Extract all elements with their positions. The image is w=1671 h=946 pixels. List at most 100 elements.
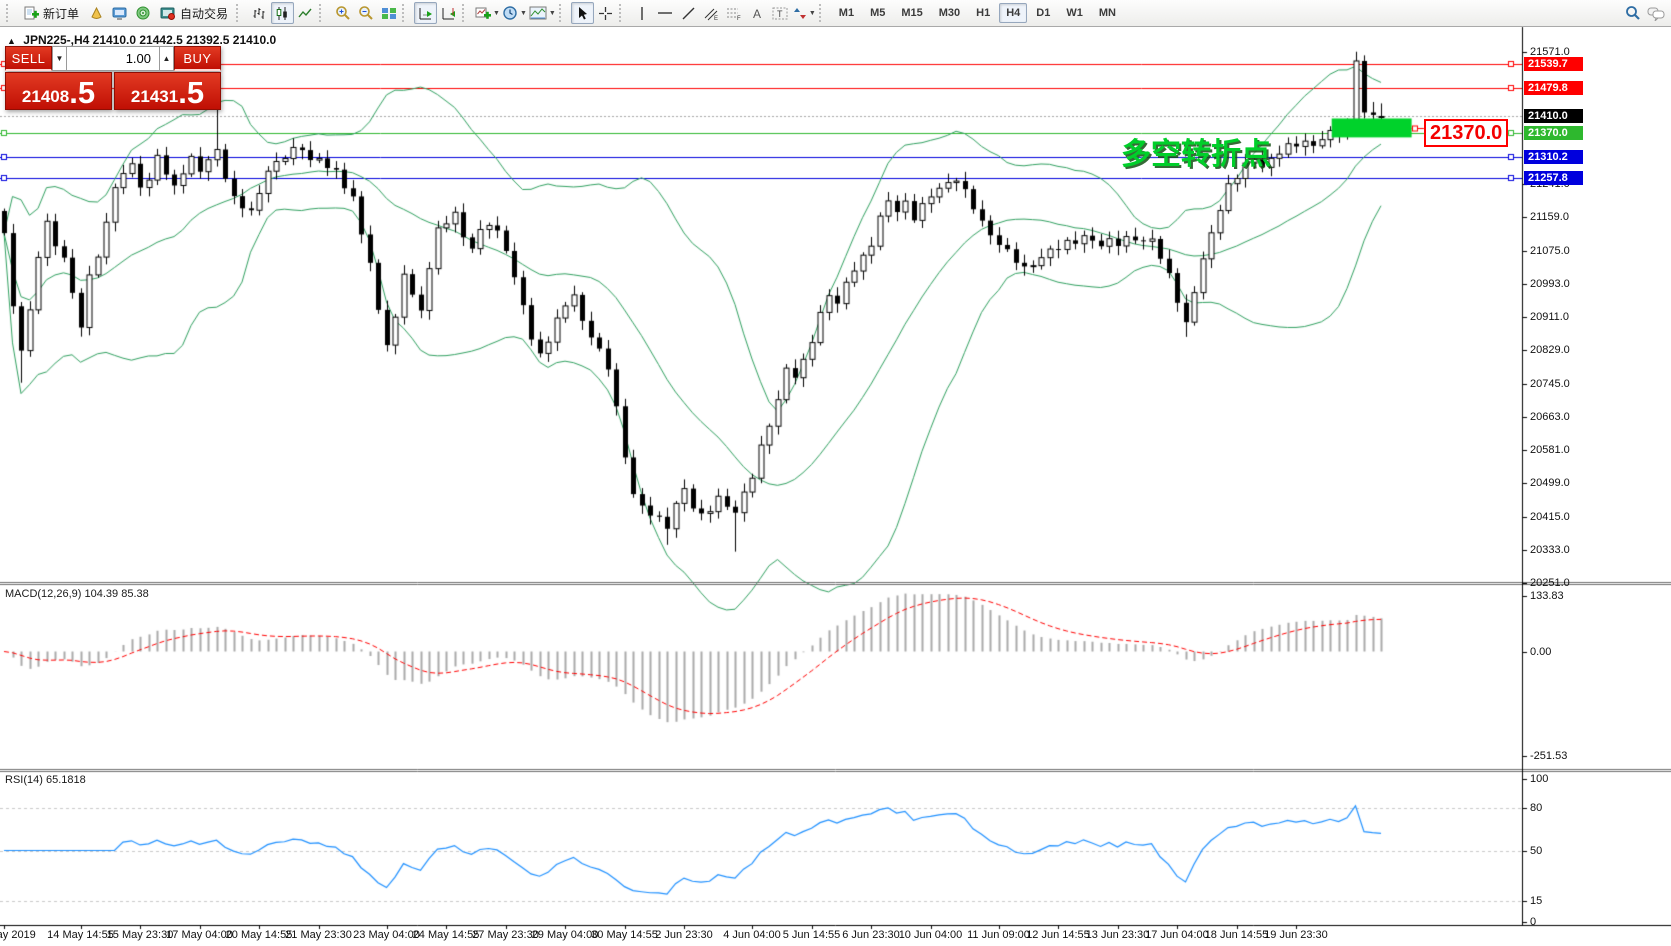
zoom-in-icon (335, 5, 351, 21)
line-chart-button[interactable] (294, 2, 317, 24)
timeframe-h4-button[interactable]: H4 (999, 3, 1028, 23)
timeframe-m30-button[interactable]: M30 (938, 7, 961, 19)
price-callout-label[interactable]: 21370.0 (1424, 119, 1509, 147)
toolbar-grip[interactable] (818, 4, 827, 22)
line-chart-icon (298, 6, 313, 21)
zoom-out-button[interactable] (354, 2, 377, 24)
chart-ohlc-values: 21410.0 21442.5 21392.5 21410.0 (92, 33, 277, 47)
cursor-button[interactable] (570, 2, 594, 24)
timeframe-m1-button[interactable]: M1 (838, 7, 855, 19)
toolbar-grip[interactable] (402, 4, 410, 22)
svg-text:T: T (777, 9, 783, 19)
chart-symbol-period: JPN225-,H4 (23, 33, 90, 47)
rsi-indicator-label: RSI(14) 65.1818 (5, 774, 86, 786)
auto-scroll-icon (418, 6, 434, 21)
crosshair-icon (598, 6, 613, 21)
trendline-icon (681, 6, 696, 21)
lot-size-input[interactable] (67, 46, 159, 71)
indicators-button[interactable]: ▼ (474, 2, 501, 24)
toolbar-grip[interactable] (462, 4, 470, 22)
one-click-trading-panel: SELL ▼ ▲ BUY 21408 .5 21431 .5 (5, 46, 221, 110)
alert-icon (89, 6, 104, 21)
chart-title: ▲ JPN225-,H4 21410.0 21442.5 21392.5 214… (7, 33, 276, 47)
sell-price-fraction: .5 (69, 75, 96, 110)
trendline-button[interactable] (677, 2, 700, 24)
zoom-out-icon (358, 5, 374, 21)
search-icon (1625, 5, 1641, 21)
toolbar-grip[interactable] (558, 4, 567, 22)
text-label-button[interactable]: T (769, 2, 792, 24)
svg-text:E: E (714, 16, 718, 21)
arrows-button[interactable]: ▼ (792, 2, 817, 24)
buy-price-box[interactable]: 21431 .5 (114, 72, 221, 110)
svg-text:A: A (753, 7, 761, 21)
signals-button[interactable] (131, 2, 154, 24)
dropdown-caret-icon: ▼ (519, 9, 527, 17)
new-order-icon (24, 6, 39, 21)
chart-shift-button[interactable] (437, 2, 460, 24)
dropdown-caret-icon: ▼ (808, 9, 816, 17)
terminal-button[interactable] (108, 2, 131, 24)
sell-price-box[interactable]: 21408 .5 (5, 72, 112, 110)
chat-button[interactable] (1644, 2, 1667, 24)
horizontal-line-icon (657, 6, 673, 20)
buy-price-fraction: .5 (178, 75, 205, 110)
zoom-in-button[interactable] (331, 2, 354, 24)
chart-shift-icon (441, 6, 457, 21)
alerts-button[interactable] (85, 2, 108, 24)
auto-scroll-button[interactable] (414, 2, 438, 24)
bar-chart-icon (252, 6, 267, 21)
timeframe-w1-button[interactable]: W1 (1066, 7, 1083, 19)
equidistant-channel-icon: E (703, 6, 719, 22)
equidistant-channel-button[interactable]: E (700, 2, 723, 24)
cursor-icon (575, 6, 589, 21)
timeframe-h1-button[interactable]: H1 (976, 7, 991, 19)
vertical-line-icon (636, 6, 648, 21)
clock-icon (502, 5, 518, 21)
buy-button[interactable]: BUY (174, 46, 221, 71)
toolbar-grip[interactable] (6, 4, 14, 22)
candlestick-chart-button[interactable] (271, 2, 295, 24)
text-icon: A (751, 6, 764, 21)
lot-decrease-button[interactable]: ▼ (52, 46, 67, 71)
svg-text:F: F (737, 16, 741, 21)
candlestick-chart-icon (275, 6, 290, 21)
new-order-label: 新订单 (43, 6, 80, 21)
autotrading-button[interactable]: 自动交易 (154, 2, 234, 24)
main-toolbar: 新订单 自动交易 (0, 0, 1671, 27)
arrows-icon (793, 6, 807, 21)
search-button[interactable] (1621, 2, 1644, 24)
dropdown-caret-icon: ▼ (548, 9, 556, 17)
toolbar-grip[interactable] (236, 4, 244, 22)
periods-button[interactable]: ▼ (501, 2, 528, 24)
sell-button[interactable]: SELL (5, 46, 52, 71)
tile-windows-button[interactable] (377, 2, 400, 24)
template-icon (529, 6, 547, 21)
crosshair-button[interactable] (594, 2, 617, 24)
lot-increase-button[interactable]: ▲ (159, 46, 174, 71)
autotrading-icon (160, 6, 176, 21)
macd-indicator-label: MACD(12,26,9) 104.39 85.38 (5, 588, 149, 600)
text-label-icon: T (772, 6, 788, 21)
horizontal-line-button[interactable] (654, 2, 677, 24)
timeframe-m5-button[interactable]: M5 (870, 7, 886, 19)
fibonacci-button[interactable]: F (723, 2, 746, 24)
text-button[interactable]: A (746, 2, 769, 24)
templates-button[interactable]: ▼ (528, 2, 557, 24)
bar-chart-button[interactable] (248, 2, 271, 24)
sell-price-main: 21408 (21, 87, 70, 106)
toolbar-grip[interactable] (618, 4, 627, 22)
chart-text-annotation[interactable]: 多空转折点 (1121, 138, 1271, 171)
vertical-line-button[interactable] (631, 2, 654, 24)
toolbar-grip[interactable] (319, 4, 327, 22)
dropdown-caret-icon: ▼ (493, 9, 500, 17)
new-order-button[interactable]: 新订单 (18, 2, 85, 24)
collapse-panel-icon[interactable]: ▲ (7, 36, 16, 46)
tile-windows-icon (381, 6, 397, 21)
timeframe-d1-button[interactable]: D1 (1036, 7, 1051, 19)
timeframe-mn-button[interactable]: MN (1098, 7, 1116, 19)
chat-icon (1647, 6, 1665, 21)
timeframe-m15-button[interactable]: M15 (901, 7, 923, 19)
